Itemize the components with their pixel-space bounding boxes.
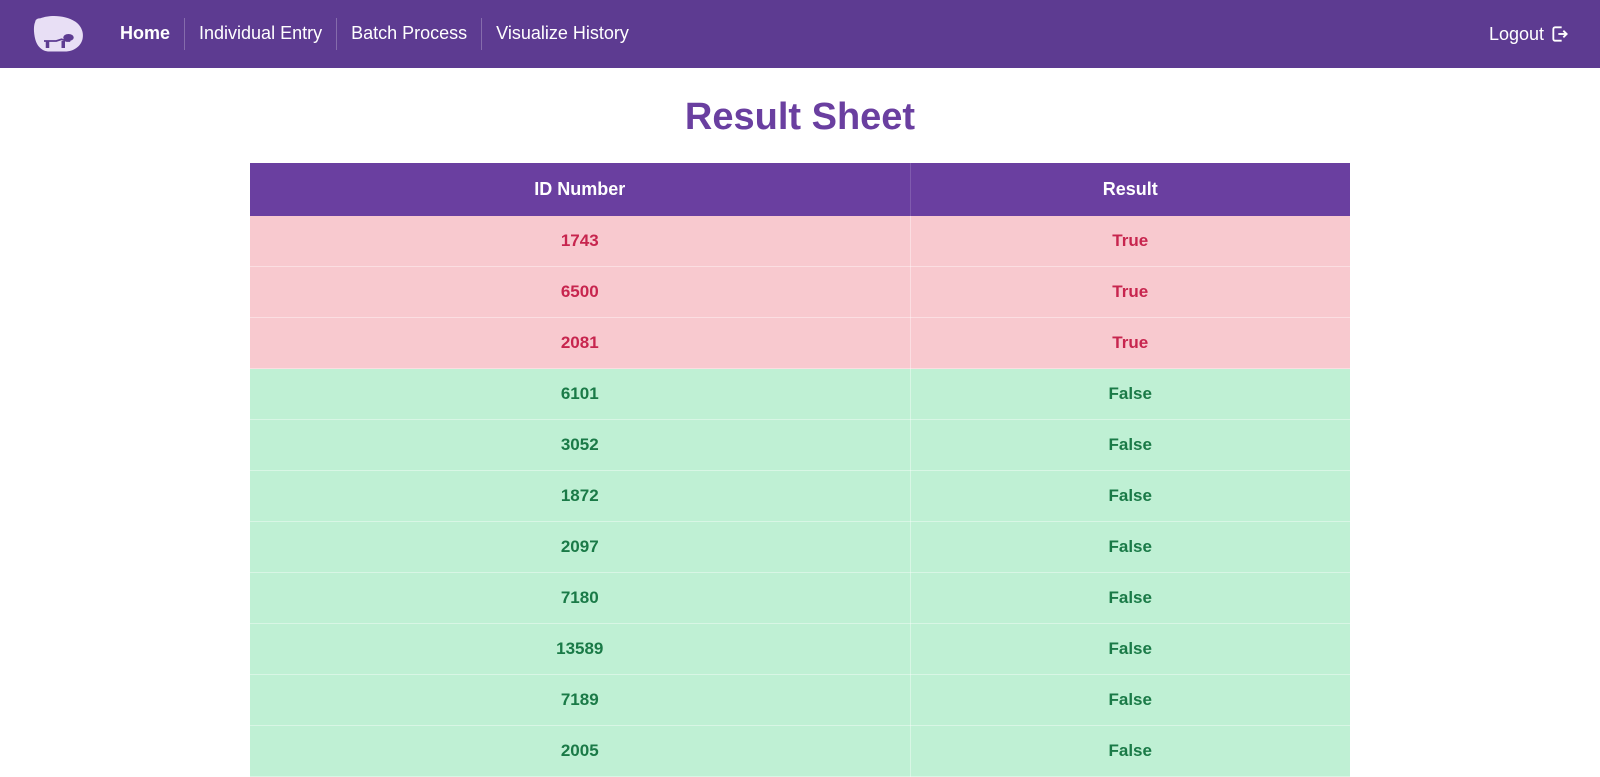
logout-label: Logout	[1489, 24, 1544, 45]
logo-pig-icon[interactable]	[30, 13, 86, 55]
cell-result: False	[910, 420, 1350, 471]
cell-id: 2081	[250, 318, 910, 369]
nav-link-home[interactable]: Home	[106, 18, 185, 49]
cell-id: 3052	[250, 420, 910, 471]
cell-id: 6500	[250, 267, 910, 318]
navbar: Home Individual Entry Batch Process Visu…	[0, 0, 1600, 68]
table-row: 1872False	[250, 471, 1350, 522]
cell-result: True	[910, 216, 1350, 267]
cell-id: 7189	[250, 675, 910, 726]
cell-result: False	[910, 573, 1350, 624]
cell-id: 7180	[250, 573, 910, 624]
column-header-result: Result	[910, 163, 1350, 216]
cell-result: False	[910, 369, 1350, 420]
table-row: 7180False	[250, 573, 1350, 624]
result-table: ID Number Result 1743True6500True2081Tru…	[250, 163, 1350, 777]
table-header: ID Number Result	[250, 163, 1350, 216]
table-row: 13589False	[250, 624, 1350, 675]
cell-id: 1872	[250, 471, 910, 522]
table-row: 7189False	[250, 675, 1350, 726]
table-row: 6101False	[250, 369, 1350, 420]
cell-result: False	[910, 624, 1350, 675]
cell-result: True	[910, 267, 1350, 318]
nav-links: Home Individual Entry Batch Process Visu…	[106, 18, 643, 49]
cell-id: 6101	[250, 369, 910, 420]
table-row: 1743True	[250, 216, 1350, 267]
column-header-id: ID Number	[250, 163, 910, 216]
cell-result: False	[910, 522, 1350, 573]
table-row: 3052False	[250, 420, 1350, 471]
table-row: 6500True	[250, 267, 1350, 318]
nav-link-individual-entry[interactable]: Individual Entry	[185, 18, 337, 49]
table-row: 2081True	[250, 318, 1350, 369]
cell-result: False	[910, 726, 1350, 777]
table-row: 2005False	[250, 726, 1350, 777]
page-title: Result Sheet	[250, 96, 1350, 139]
cell-id: 2097	[250, 522, 910, 573]
table-row: 2097False	[250, 522, 1350, 573]
cell-result: True	[910, 318, 1350, 369]
logout-button[interactable]: Logout	[1489, 24, 1570, 45]
nav-link-visualize-history[interactable]: Visualize History	[482, 18, 643, 49]
content: Result Sheet ID Number Result 1743True65…	[240, 96, 1360, 777]
logout-icon	[1550, 24, 1570, 44]
cell-result: False	[910, 675, 1350, 726]
nav-link-batch-process[interactable]: Batch Process	[337, 18, 482, 49]
cell-id: 1743	[250, 216, 910, 267]
cell-result: False	[910, 471, 1350, 522]
table-body: 1743True6500True2081True6101False3052Fal…	[250, 216, 1350, 777]
navbar-left: Home Individual Entry Batch Process Visu…	[30, 13, 643, 55]
cell-id: 2005	[250, 726, 910, 777]
cell-id: 13589	[250, 624, 910, 675]
